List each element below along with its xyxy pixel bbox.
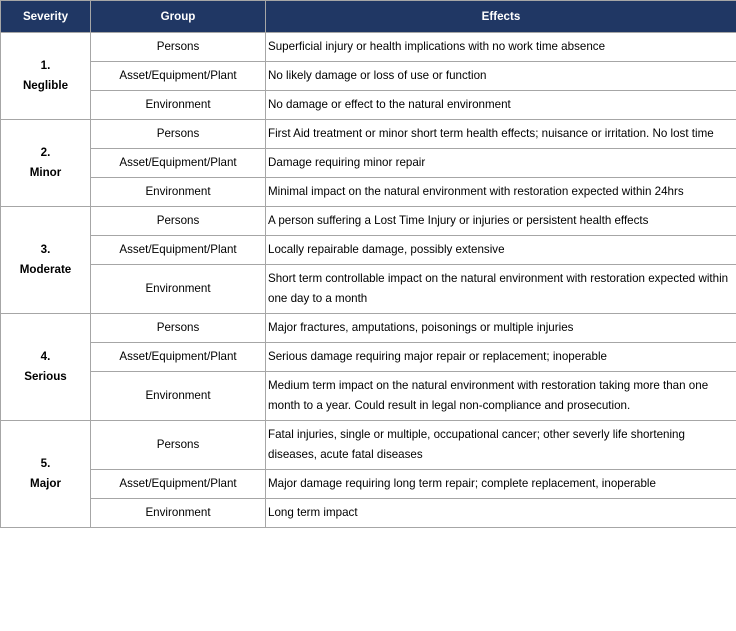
table-row: Asset/Equipment/Plant Serious damage requ… [1, 342, 736, 372]
severity-label: Neglible [22, 79, 69, 92]
group-cell: Environment [90, 371, 266, 421]
effect-cell: Minimal impact on the natural environmen… [265, 177, 736, 207]
group-cell: Environment [90, 90, 266, 120]
effect-cell: Locally repairable damage, possibly exte… [265, 235, 736, 265]
table-body: 1. Neglible Persons Superficial injury or h… [0, 32, 736, 528]
table-row: 4. Serious Persons Major fractures, amputat… [0, 313, 736, 421]
table-row: 2. Minor Persons First Aid treatment or min… [0, 119, 736, 207]
effect-cell: Long term impact [265, 498, 736, 528]
group-cell: Environment [90, 498, 266, 528]
severity-cell: 3. Moderate [0, 206, 91, 314]
table-row: 3. Moderate Persons A person suffering a Lo… [0, 206, 736, 314]
severity-label: Minor [29, 166, 62, 179]
table-row: Asset/Equipment/Plant Damage requiring mi… [1, 148, 736, 178]
severity-cell: 1. Neglible [0, 32, 91, 120]
group-cell: Persons [90, 119, 266, 149]
effect-cell: Damage requiring minor repair [265, 148, 736, 178]
severity-cell: 2. Minor [0, 119, 91, 207]
effect-cell: Major damage requiring long term repair;… [265, 469, 736, 499]
effect-cell: Medium term impact on the natural enviro… [265, 371, 736, 421]
effect-cell: Short term controllable impact on the na… [265, 264, 736, 314]
table-row: Environment No damage or effect to the na… [1, 90, 736, 120]
severity-cell: 5. Major [0, 420, 91, 528]
severity-label: Major [30, 477, 61, 490]
effect-cell: First Aid treatment or minor short term … [265, 119, 736, 149]
group-cell: Persons [90, 206, 266, 236]
group-cell: Asset/Equipment/Plant [90, 148, 266, 178]
effect-cell: A person suffering a Lost Time Injury or… [265, 206, 736, 236]
effect-cell: Serious damage requiring major repair or… [265, 342, 736, 372]
group-cell: Asset/Equipment/Plant [90, 235, 266, 265]
severity-number: 3. [40, 243, 51, 256]
header-cell: Severity [0, 0, 91, 33]
table-row: Asset/Equipment/Plant No likely damage or… [1, 61, 736, 91]
group-cell: Persons [90, 420, 266, 470]
table-row: Asset/Equipment/Plant Major damage requir… [1, 469, 736, 499]
severity-number: 2. [40, 146, 51, 159]
table-row: Asset/Equipment/Plant Locally repairable … [1, 235, 736, 265]
table-row: Environment Minimal impact on the natural… [1, 177, 736, 207]
effect-cell: No likely damage or loss of use or funct… [265, 61, 736, 91]
severity-number: 4. [40, 350, 51, 363]
severity-number: 5. [40, 457, 51, 470]
group-cell: Persons [90, 32, 266, 62]
group-cell: Asset/Equipment/Plant [90, 61, 266, 91]
effect-cell: No damage or effect to the natural envir… [265, 90, 736, 120]
severity-table: Severity Group Effects 1. Neglible Persons… [0, 0, 736, 528]
group-cell: Environment [90, 177, 266, 207]
table-row: 5. Major Persons Fatal injuries, single or … [0, 420, 736, 528]
effect-cell: Superficial injury or health implication… [265, 32, 736, 62]
group-cell: Persons [90, 313, 266, 343]
group-cell: Asset/Equipment/Plant [90, 469, 266, 499]
effect-cell: Fatal injuries, single or multiple, occu… [265, 420, 736, 470]
severity-label: Moderate [19, 263, 72, 276]
header-row: Severity Group Effects [0, 0, 736, 33]
severity-cell: 4. Serious [0, 313, 91, 421]
header-cell: Effects [265, 0, 736, 33]
group-cell: Environment [90, 264, 266, 314]
table-row: Environment Medium term impact on the nat… [1, 371, 736, 421]
severity-number: 1. [40, 59, 51, 72]
group-cell: Asset/Equipment/Plant [90, 342, 266, 372]
header-cell: Group [90, 0, 266, 33]
severity-label: Serious [24, 370, 67, 383]
table-row: Environment Long term impact [1, 498, 736, 528]
effect-cell: Major fractures, amputations, poisonings… [265, 313, 736, 343]
table-row: Environment Short term controllable impac… [1, 264, 736, 314]
table-row: 1. Neglible Persons Superficial injury or h… [0, 32, 736, 120]
